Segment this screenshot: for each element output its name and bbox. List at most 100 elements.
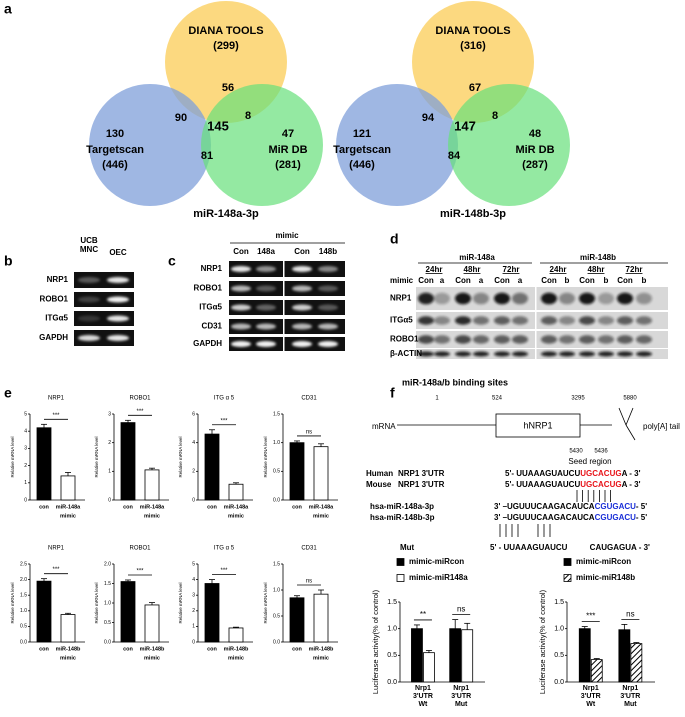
- region-count: 90: [175, 112, 187, 124]
- target-gene: NRP1 3'UTR: [398, 469, 445, 478]
- y-tick-label: 1.0: [104, 600, 111, 606]
- sequence-part: UGCACUG: [580, 469, 621, 478]
- gel-band: [231, 323, 251, 330]
- x-axis-label: mimic: [228, 513, 244, 519]
- significance: ns: [306, 430, 312, 436]
- position-label: 5436: [594, 449, 608, 455]
- gel-band: [292, 341, 312, 347]
- gel-band: [559, 316, 575, 325]
- x-axis-label: mimic: [313, 513, 329, 519]
- y-axis-label: Luciferase activity(% of control): [538, 589, 547, 694]
- chart-title: CD31: [301, 546, 317, 552]
- legend-label: mimic-miRcon: [576, 557, 631, 566]
- legend-swatch: [563, 558, 572, 566]
- set-name: DIANA TOOLS: [188, 25, 263, 37]
- column-label: 148a: [257, 247, 275, 256]
- y-tick-label: 0.5: [104, 620, 111, 626]
- zoom-line: [625, 424, 636, 441]
- row-label: ITGα5: [45, 314, 68, 323]
- legend-label: mimic-miR148a: [409, 573, 468, 582]
- gel-lane-strip: [229, 300, 345, 315]
- x-tick-label: con: [292, 504, 302, 510]
- gel-band: [636, 335, 652, 344]
- lane-label: Con: [541, 276, 557, 285]
- mrna-label: mRNA: [372, 422, 396, 431]
- y-tick-label: 1.0: [273, 440, 280, 446]
- gel-band: [541, 335, 557, 344]
- sequence-part: A - 3': [622, 480, 641, 489]
- x-tick-label: miR-148a: [224, 504, 249, 510]
- gel-band: [231, 266, 251, 272]
- gel-band: [541, 316, 557, 325]
- gel-band: [541, 292, 557, 305]
- gel-band: [636, 316, 652, 325]
- x-tick-label: miR-148a: [309, 504, 334, 510]
- y-tick-label: 1.5: [554, 599, 564, 606]
- gel-band: [494, 292, 510, 305]
- significance: ns: [626, 610, 634, 619]
- y-axis-label: Relative mRNA level: [94, 582, 99, 623]
- row-label: GAPDH: [193, 339, 222, 348]
- sequence-part: 5'- UUAAAGUAUCU: [505, 469, 580, 478]
- set-total: (316): [460, 40, 486, 52]
- gel-lane-strip: [229, 319, 345, 334]
- x-tick-label-box: Nrp1 3'UTR Wt: [581, 685, 601, 708]
- sequence-part: CGUGACU: [595, 502, 637, 511]
- y-tick-label: 0.0: [104, 639, 111, 645]
- y-tick-label: 2.0: [20, 577, 27, 583]
- significance: ns: [306, 579, 312, 585]
- group-label: miR-148a: [459, 253, 495, 262]
- y-axis-label: Relative mRNA level: [10, 582, 15, 623]
- y-tick-label: 0.0: [387, 679, 397, 686]
- sequence-part: CGUGACU: [595, 513, 637, 522]
- gel-lane-strip: [74, 292, 134, 307]
- sequence-part: 3' –UGUUUCAAGACAUCA: [494, 513, 595, 522]
- set-total: (287): [522, 159, 548, 171]
- gel-band: [473, 292, 489, 305]
- bar: [449, 628, 462, 683]
- y-tick-label: 5: [24, 411, 27, 417]
- gel-band: [473, 335, 489, 344]
- column-label: UCB MNC: [79, 236, 99, 254]
- bar: [313, 446, 329, 501]
- gel-band: [418, 316, 434, 325]
- region-count: 94: [422, 112, 435, 124]
- y-tick-label: 1.0: [20, 608, 27, 614]
- gel-band: [617, 292, 633, 305]
- gel-band: [617, 316, 633, 325]
- venn-circle: [336, 84, 458, 206]
- y-axis-label: Relative mRNA level: [263, 436, 268, 477]
- venn-circle: [89, 84, 211, 206]
- y-tick-label: 0.0: [273, 639, 280, 645]
- legend-swatch: [563, 574, 572, 582]
- x-tick-label: con: [207, 646, 217, 652]
- bar: [228, 627, 244, 643]
- gel-band: [512, 316, 528, 325]
- significance: ***: [220, 418, 228, 424]
- y-tick-label: 0: [192, 639, 195, 645]
- position-label: 5880: [623, 396, 637, 402]
- y-axis-label: Relative mRNA level: [263, 582, 268, 623]
- bar: [36, 427, 52, 501]
- gel-band: [559, 335, 575, 344]
- venn-circle: [448, 84, 570, 206]
- legend-swatch: [396, 574, 405, 582]
- region-count: 47: [282, 128, 294, 140]
- y-tick-label: 2: [24, 463, 27, 469]
- gel-band: [107, 335, 129, 341]
- gel-band: [455, 335, 471, 344]
- bar: [204, 433, 220, 501]
- diagram-title: miR-148a/b binding sites: [402, 377, 508, 387]
- row-label: NRP1: [390, 294, 412, 303]
- sequence: 5' - UUAAAGUAUCU CAUGAGUA - 3': [490, 543, 650, 552]
- gene-box: [495, 413, 581, 438]
- significance: ns: [457, 605, 465, 614]
- panel-label: f: [390, 385, 395, 401]
- y-tick-label: 1.5: [273, 561, 280, 567]
- region-count: 8: [492, 110, 498, 122]
- seed-label: Seed region: [568, 457, 611, 466]
- gel-band: [455, 351, 471, 357]
- gel-header: mimic: [275, 231, 299, 240]
- x-tick-label: miR-148b: [56, 646, 81, 652]
- panel-label: d: [390, 231, 399, 247]
